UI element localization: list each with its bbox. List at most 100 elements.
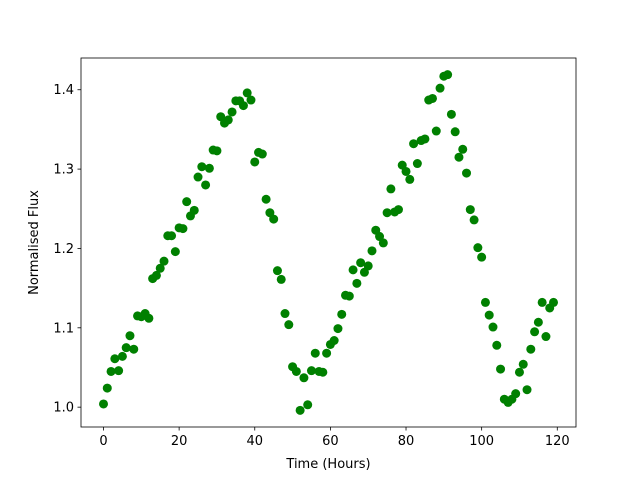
point bbox=[110, 354, 120, 364]
point bbox=[446, 109, 456, 119]
point bbox=[284, 320, 294, 330]
point bbox=[511, 389, 521, 399]
point bbox=[514, 367, 524, 377]
point bbox=[477, 252, 487, 262]
point bbox=[257, 149, 267, 159]
point bbox=[549, 297, 558, 307]
point bbox=[469, 215, 479, 225]
y-tick-label: 1.0 bbox=[53, 401, 74, 416]
point bbox=[344, 291, 354, 301]
point bbox=[261, 194, 271, 204]
point bbox=[337, 309, 347, 319]
point bbox=[409, 139, 419, 149]
point bbox=[242, 88, 252, 98]
point bbox=[306, 366, 316, 376]
point bbox=[329, 336, 339, 346]
point bbox=[537, 297, 547, 307]
x-tick-label: 40 bbox=[246, 434, 263, 449]
point bbox=[401, 166, 411, 176]
point bbox=[178, 224, 188, 234]
point bbox=[386, 184, 396, 194]
point bbox=[182, 197, 192, 207]
point bbox=[462, 168, 472, 178]
point bbox=[144, 313, 154, 323]
point bbox=[530, 327, 540, 337]
point bbox=[484, 310, 494, 320]
point bbox=[151, 270, 161, 280]
point bbox=[431, 126, 441, 136]
point bbox=[458, 144, 468, 154]
point bbox=[473, 243, 483, 253]
x-tick-label: 80 bbox=[398, 434, 415, 449]
point bbox=[238, 101, 248, 111]
x-tick-label: 60 bbox=[322, 434, 339, 449]
point bbox=[393, 205, 403, 215]
y-tick-label: 1.3 bbox=[53, 163, 74, 178]
point bbox=[291, 366, 301, 376]
point bbox=[363, 261, 373, 271]
x-tick-label: 120 bbox=[545, 434, 570, 449]
point bbox=[121, 343, 131, 353]
point bbox=[420, 134, 430, 144]
point bbox=[193, 172, 203, 182]
point bbox=[280, 309, 290, 319]
x-tick-label: 0 bbox=[99, 434, 107, 449]
point bbox=[159, 256, 169, 266]
point bbox=[526, 344, 536, 354]
point bbox=[518, 359, 528, 369]
point bbox=[114, 366, 124, 376]
point bbox=[250, 157, 260, 167]
point bbox=[295, 405, 305, 415]
point bbox=[299, 373, 309, 383]
point bbox=[352, 278, 362, 288]
point bbox=[405, 174, 415, 184]
point bbox=[348, 265, 358, 275]
point bbox=[155, 263, 165, 273]
point bbox=[496, 364, 506, 374]
point bbox=[197, 162, 207, 172]
point bbox=[170, 247, 180, 257]
point bbox=[246, 95, 256, 105]
x-tick-label: 100 bbox=[469, 434, 494, 449]
point bbox=[310, 348, 320, 358]
point bbox=[204, 163, 214, 173]
point bbox=[189, 205, 199, 215]
point bbox=[212, 146, 222, 156]
point bbox=[480, 297, 490, 307]
point bbox=[227, 107, 237, 117]
point bbox=[541, 332, 551, 342]
point bbox=[356, 258, 366, 268]
point bbox=[129, 344, 139, 354]
point bbox=[488, 322, 498, 332]
point bbox=[276, 274, 286, 284]
point bbox=[318, 367, 328, 377]
y-tick-label: 1.2 bbox=[53, 242, 74, 257]
point bbox=[167, 231, 177, 241]
point bbox=[382, 208, 392, 218]
point bbox=[269, 214, 279, 224]
point bbox=[106, 366, 116, 376]
point bbox=[367, 246, 377, 256]
x-tick-label: 20 bbox=[171, 434, 188, 449]
point bbox=[454, 152, 464, 162]
point bbox=[492, 340, 502, 350]
point bbox=[412, 159, 422, 169]
point bbox=[102, 383, 112, 393]
point bbox=[435, 83, 445, 93]
point bbox=[322, 348, 332, 358]
point bbox=[443, 70, 453, 80]
point bbox=[99, 399, 108, 409]
y-axis-label: Normalised Flux bbox=[27, 190, 42, 295]
point bbox=[303, 400, 313, 410]
point bbox=[533, 317, 543, 327]
plot-frame bbox=[80, 57, 577, 428]
point bbox=[450, 127, 460, 137]
x-axis-label: Time (Hours) bbox=[285, 457, 370, 472]
point bbox=[427, 93, 437, 103]
y-tick-label: 1.1 bbox=[53, 321, 74, 336]
point bbox=[522, 385, 532, 395]
point bbox=[465, 205, 475, 215]
point bbox=[125, 331, 135, 341]
point bbox=[223, 115, 233, 125]
